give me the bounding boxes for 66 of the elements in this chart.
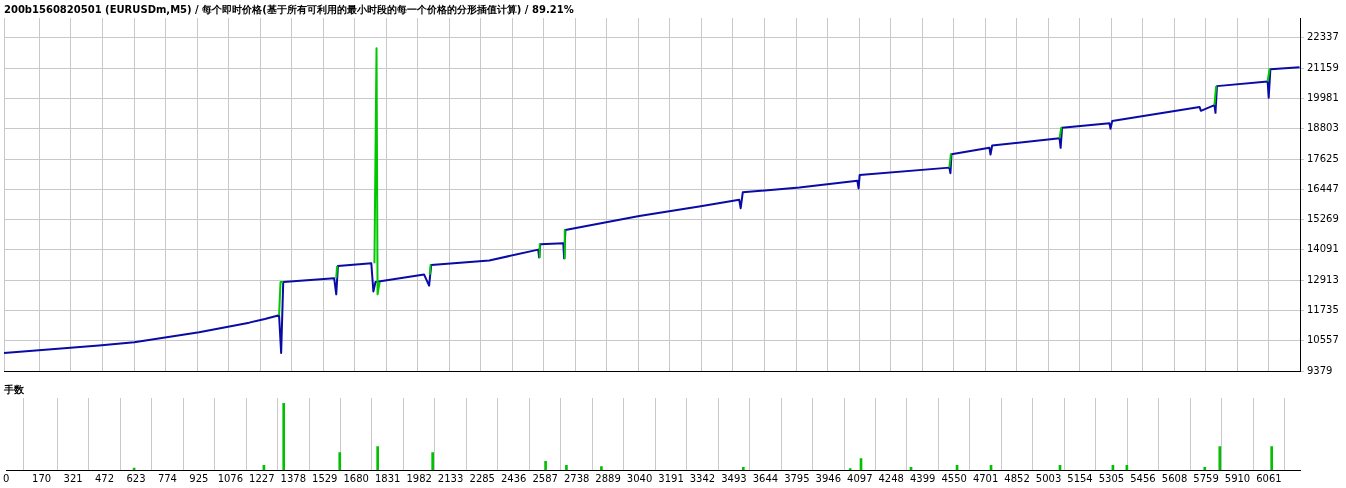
x-tick-label: 3644 <box>752 472 779 484</box>
chart-title: 200b1560820501 (EURUSDm,M5) / 每个即时价格(基于所有可利用的最小时段的每一个价格的分形插值计算) / 89.21% <box>4 3 574 15</box>
x-tick-label: 2738 <box>563 472 590 484</box>
x-tick-label: 0 <box>2 472 10 484</box>
x-tick-label: 2587 <box>532 472 558 484</box>
x-tick-label: 2889 <box>595 472 621 484</box>
y-tick-label: 18803 <box>1307 122 1339 134</box>
x-tick-label: 4248 <box>878 472 904 484</box>
bar <box>431 452 434 470</box>
x-tick-label: 4852 <box>1004 472 1030 484</box>
x-tick-label: 3946 <box>815 472 842 484</box>
chart-title: 手数 <box>3 383 25 395</box>
bar <box>1270 446 1273 470</box>
x-tick-label: 2133 <box>437 472 464 484</box>
x-tick-label: 1982 <box>406 472 432 484</box>
x-tick-label: 1076 <box>217 472 244 484</box>
x-tick-label: 3493 <box>721 472 747 484</box>
x-tick-label: 5608 <box>1161 472 1188 484</box>
y-tick-label: 14091 <box>1307 243 1339 255</box>
x-tick-label: 5003 <box>1035 472 1062 484</box>
x-tick-label: 472 <box>94 472 115 484</box>
y-tick-label: 19981 <box>1307 92 1339 104</box>
x-tick-label: 5759 <box>1193 472 1219 484</box>
x-tick-label: 4399 <box>909 472 936 484</box>
x-tick-label: 3191 <box>658 472 684 484</box>
x-tick-label: 5305 <box>1098 472 1125 484</box>
x-tick-label: 170 <box>32 472 52 484</box>
y-tick-label: 11735 <box>1307 304 1339 316</box>
bar <box>600 466 603 470</box>
x-tick-label: 321 <box>63 472 83 484</box>
bar <box>1218 446 1222 470</box>
x-tick-label: 4701 <box>972 472 999 484</box>
bar <box>338 452 342 470</box>
y-tick-label: 12913 <box>1307 273 1339 285</box>
bar <box>282 403 286 470</box>
x-tick-label: 1680 <box>343 472 369 484</box>
x-tick-label: 925 <box>189 472 209 484</box>
y-tick-label: 22337 <box>1307 31 1339 43</box>
x-tick-label: 6061 <box>1256 472 1282 484</box>
bar <box>1203 467 1207 470</box>
x-tick-label: 3342 <box>689 472 716 484</box>
x-tick-label: 774 <box>157 472 177 484</box>
x-tick-label: 623 <box>126 472 146 484</box>
bar <box>741 467 745 470</box>
x-tick-label: 5154 <box>1067 472 1093 484</box>
bar <box>565 465 568 470</box>
x-tick-label: 5910 <box>1224 472 1251 484</box>
y-tick-label: 17625 <box>1307 152 1339 164</box>
x-tick-label: 1529 <box>312 472 338 484</box>
y-tick-label: 15269 <box>1307 213 1339 225</box>
y-tick-label: 9379 <box>1307 364 1333 376</box>
y-tick-label: 21159 <box>1307 61 1339 73</box>
x-tick-label: 5456 <box>1130 472 1156 484</box>
x-tick-label: 3795 <box>784 472 810 484</box>
x-tick-label: 4550 <box>941 472 967 484</box>
x-tick-label: 1831 <box>374 472 401 484</box>
y-tick-label: 16447 <box>1307 182 1339 194</box>
x-tick-label: 1378 <box>280 472 307 484</box>
x-tick-label: 1227 <box>249 472 275 484</box>
bar <box>376 446 379 470</box>
x-tick-label: 2436 <box>500 472 527 484</box>
bar <box>544 461 547 470</box>
x-tick-label: 3040 <box>626 472 653 484</box>
y-tick-label: 10557 <box>1307 334 1339 346</box>
x-tick-label: 4097 <box>847 472 873 484</box>
x-tick-label: 2285 <box>469 472 495 484</box>
